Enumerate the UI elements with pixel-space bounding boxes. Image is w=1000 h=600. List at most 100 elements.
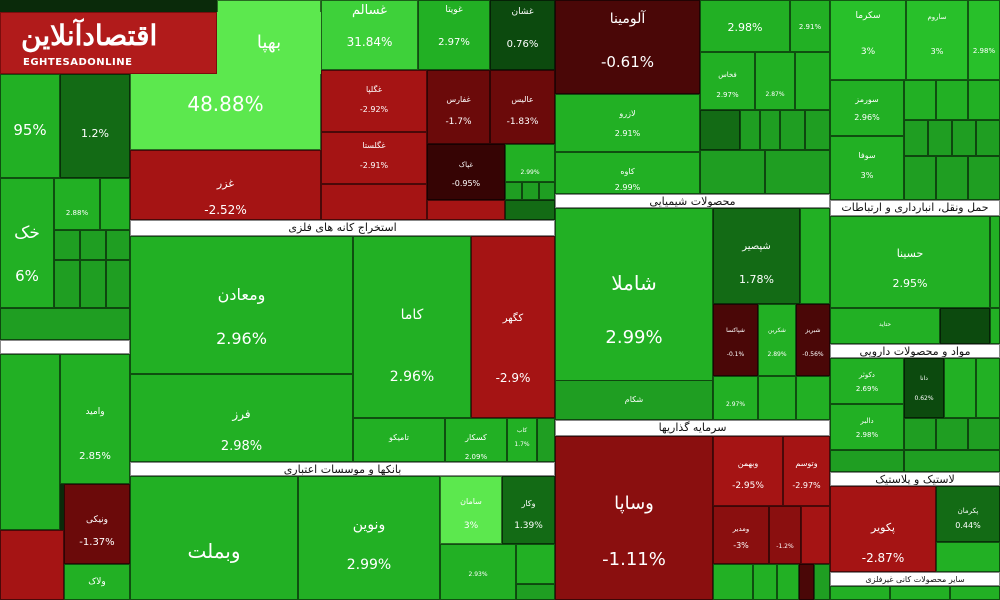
tile-hasina[interactable]: حسینا 2.95% [830, 216, 990, 308]
tile-vtosm[interactable]: وتوسم -2.97% [783, 436, 830, 506]
tile-small[interactable] [814, 564, 830, 600]
tile-ghnab[interactable]: غپاک -0.95% [427, 144, 505, 200]
tile-small[interactable] [700, 110, 740, 150]
tile-sh-small3[interactable]: شبریز -0.56% [796, 304, 830, 376]
tile-small-red[interactable] [799, 564, 814, 600]
tile-small[interactable]: حتاید [830, 308, 940, 344]
tile-small[interactable] [968, 80, 1000, 120]
tile-small[interactable] [944, 358, 976, 418]
tile-small[interactable] [936, 418, 968, 450]
tile-small[interactable] [760, 110, 780, 150]
tile-small-red[interactable] [801, 506, 830, 564]
tile-kgohar[interactable]: کگهر -2.9% [471, 236, 555, 418]
tile-kab[interactable]: کاب 1.7% [507, 418, 537, 462]
tile-small[interactable] [904, 450, 1000, 472]
tile-dkover[interactable]: دکوثر 2.69% [830, 358, 904, 404]
tile-small[interactable] [990, 308, 1000, 344]
tile-small[interactable] [106, 260, 130, 308]
tile-saman[interactable]: سامان 3% [440, 476, 502, 544]
tile-vamaaden[interactable]: ومعادن 2.96% [130, 236, 353, 374]
tile-small[interactable] [0, 308, 130, 340]
tile-left-big[interactable] [0, 354, 60, 530]
tile-small[interactable] [968, 156, 1000, 200]
tile-ghfars[interactable]: غفارس -1.7% [427, 70, 490, 144]
tile-small[interactable] [936, 542, 1000, 572]
tile-pkarman[interactable]: پکرمان 0.44% [936, 486, 1000, 542]
tile-small[interactable] [890, 586, 950, 600]
tile-small[interactable] [976, 120, 1000, 156]
tile-small[interactable] [952, 120, 976, 156]
tile-ghglsna[interactable]: غگلستا -2.91% [321, 132, 427, 184]
tile-small[interactable] [516, 544, 555, 584]
tile-vnikei[interactable]: ونیکی -1.37% [64, 484, 130, 564]
tile-small[interactable] [904, 80, 936, 120]
tile-small[interactable] [505, 200, 555, 220]
tile-kave[interactable]: کاوه 2.99% [555, 152, 700, 194]
tile-small[interactable] [100, 178, 130, 230]
tile-small[interactable] [976, 358, 1000, 418]
tile-small[interactable] [904, 418, 936, 450]
tile-vlak[interactable]: ولاک [64, 564, 130, 600]
tile-forz[interactable]: فرز 2.98% [130, 374, 353, 462]
tile-small[interactable] [936, 156, 968, 200]
tile-small[interactable] [106, 230, 130, 260]
tile-small[interactable] [505, 182, 522, 200]
tile-small[interactable] [713, 564, 753, 600]
tile-ghaz[interactable]: غزر -2.52% [130, 150, 321, 220]
tile-small[interactable] [537, 418, 555, 462]
tile-sufa[interactable]: سوفا 3% [830, 136, 904, 200]
tile-top-r2[interactable]: 2.91% [790, 0, 830, 52]
tile-vkar[interactable]: وکار 1.39% [502, 476, 555, 544]
tile-small[interactable]: 2.99% [505, 144, 555, 182]
tile-kasekhar[interactable]: کسکار 2.09% [445, 418, 507, 462]
tile-alumina[interactable]: آلومینا -0.61% [555, 0, 700, 94]
tile-lazar[interactable]: لازرو 2.91% [555, 94, 700, 152]
tile-small[interactable] [830, 450, 904, 472]
tile-dalbor[interactable]: دالبر 2.98% [830, 404, 904, 450]
tile-bahia-main[interactable]: 48.88% [130, 74, 321, 150]
tile-left-top[interactable]: 95% [0, 74, 60, 178]
tile-small[interactable] [516, 584, 555, 600]
tile-small[interactable] [54, 230, 80, 260]
tile-sh-small2[interactable]: شکربن 2.89% [758, 304, 796, 376]
tile-small[interactable] [54, 260, 80, 308]
tile-small[interactable] [950, 586, 1000, 600]
tile-small[interactable] [780, 110, 805, 150]
tile-kama[interactable]: کاما 2.96% [353, 236, 471, 418]
tile-alis[interactable]: عالیس -1.83% [490, 70, 555, 144]
tile-small[interactable] [940, 308, 990, 344]
tile-vsapa[interactable]: وساپا -1.11% [555, 436, 713, 600]
tile-small[interactable] [968, 418, 1000, 450]
tile-sh-small1[interactable]: شپاکسا -0.1% [713, 304, 758, 376]
tile-saruom[interactable]: ساروم 3% [906, 0, 968, 80]
tile-small[interactable]: 2.98% [968, 0, 1000, 80]
tile-pkavir[interactable]: پکویر -2.87% [830, 486, 936, 572]
tile-vmadir[interactable]: ومدیر -3% [713, 506, 769, 564]
tile-small[interactable] [740, 110, 760, 150]
tile-ghgola[interactable]: غگلپا -2.92% [321, 70, 427, 132]
tile-shisiar[interactable]: شپصیر 1.78% [713, 208, 800, 304]
tile-ghasalam[interactable]: غسالم 31.84% [321, 0, 418, 70]
tile-left-mid[interactable]: 1.2% [60, 74, 130, 178]
tile-khak[interactable]: خک 6% [0, 178, 54, 308]
tile-ghovita[interactable]: غویتا 2.97% [418, 0, 490, 70]
tile-small-red[interactable]: -1.2% [769, 506, 801, 564]
tile-small[interactable] [904, 156, 936, 200]
tile-small[interactable]: 2.93% [440, 544, 516, 600]
tile-small-red[interactable] [321, 184, 427, 220]
tile-sekruma[interactable]: سکرما 3% [830, 0, 906, 80]
tile-small[interactable] [80, 260, 106, 308]
tile-top-r1[interactable]: 2.98% [700, 0, 790, 52]
tile-small[interactable] [80, 230, 106, 260]
tile-tamico[interactable]: تامیکو [353, 418, 445, 462]
tile-small[interactable] [795, 52, 830, 110]
tile-small[interactable] [753, 564, 777, 600]
tile-sormoz[interactable]: سورمز 2.96% [830, 80, 904, 136]
tile-small[interactable]: 2.87% [755, 52, 795, 110]
tile-small[interactable]: 2.97% [713, 376, 758, 420]
tile-vamid[interactable]: وامید 2.85% [60, 354, 130, 484]
tile-small[interactable] [765, 150, 830, 194]
tile-left-red[interactable] [0, 530, 64, 600]
tile-small[interactable] [805, 110, 830, 150]
tile-vbahman[interactable]: وبهمن -2.95% [713, 436, 783, 506]
